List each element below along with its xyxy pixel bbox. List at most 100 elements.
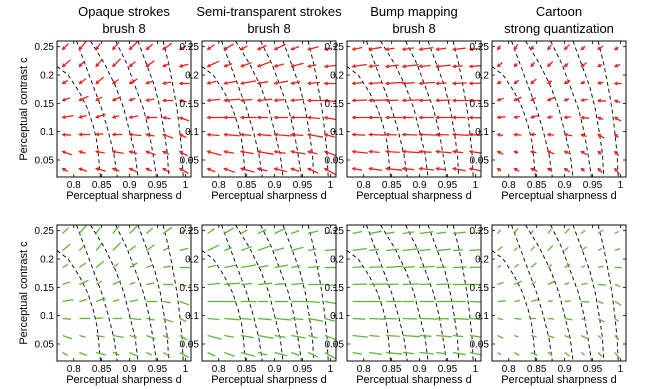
vector-arrowhead (240, 167, 245, 172)
vector-arrowhead (323, 64, 329, 69)
x-tick-label: 0.9 (413, 180, 427, 191)
contour-line (221, 225, 263, 361)
vector-arrow (385, 231, 395, 235)
vector-arrow (324, 231, 333, 235)
vector-arrow (324, 248, 336, 252)
contour-line (492, 250, 536, 361)
vector-arrow (369, 248, 379, 252)
vector-arrowhead (468, 64, 473, 69)
vector-arrowhead (451, 81, 457, 86)
vector-arrow (95, 280, 103, 286)
vector-arrow (112, 334, 124, 339)
vector-arrowhead (161, 98, 167, 103)
contour-line (427, 41, 460, 177)
vector-arrow (257, 167, 268, 172)
vector-arrow (530, 351, 538, 357)
x-tick-label: 0.85 (92, 364, 112, 375)
vector-arrow (207, 282, 221, 286)
y-tick-label: 0.2 (185, 255, 199, 266)
y-tick-label: 0.15 (325, 99, 345, 110)
vector-arrowhead (306, 115, 312, 120)
vector-arrow (162, 351, 171, 358)
vector-arrow (497, 229, 502, 234)
plot-frame (346, 40, 482, 178)
vector-arrowhead (418, 98, 423, 103)
vector-arrow (530, 114, 539, 119)
vector-arrowhead (290, 63, 295, 68)
vector-arrowhead (546, 63, 552, 68)
vector-arrowhead (597, 167, 602, 172)
vector-arrowhead (496, 80, 501, 85)
vector-arrowhead (256, 46, 262, 51)
vector-arrowhead (384, 81, 390, 86)
vector-arrow (581, 300, 590, 303)
vector-arrow (564, 317, 573, 321)
vector-arrow (179, 317, 187, 323)
vector-arrow (564, 44, 570, 50)
plot-frame (56, 40, 192, 178)
vector-arrow (324, 334, 336, 341)
vector-arrowhead (530, 167, 535, 172)
vector-arrow (224, 351, 236, 357)
vector-arrow (62, 150, 73, 156)
vector-arrow (257, 351, 268, 356)
vector-arrow (162, 42, 173, 51)
vector-arrow (386, 167, 403, 171)
vector-arrowhead (307, 150, 312, 155)
vector-arrowhead (435, 132, 440, 137)
vector-arrow (207, 317, 220, 321)
vector-arrow (614, 352, 620, 359)
column-title: brush 8 (247, 21, 290, 36)
vector-arrow (352, 283, 368, 286)
vector-arrowhead (145, 46, 150, 51)
y-tick-label: 0.2 (185, 71, 199, 82)
vector-arrowhead (513, 97, 518, 102)
vector-arrow (257, 228, 267, 235)
vector-arrowhead (563, 80, 568, 85)
x-tick-label: 0.9 (268, 180, 282, 191)
vector-arrowhead (351, 115, 356, 120)
vector-arrowhead (401, 47, 406, 52)
vector-arrowhead (78, 63, 83, 68)
vector-arrow (419, 334, 432, 337)
vector-arrow (145, 244, 155, 252)
vector-arrow (224, 334, 234, 338)
vector-arrow (402, 283, 420, 286)
vector-arrowhead (178, 81, 183, 86)
vector-arrowhead (273, 63, 278, 68)
y-tick-label: 0.15 (470, 99, 490, 110)
vector-arrowhead (563, 46, 568, 51)
vector-arrow (469, 82, 481, 85)
vector-arrow (112, 262, 119, 269)
y-tick-label: 0.25 (470, 42, 490, 53)
vector-arrow (78, 41, 87, 50)
vector-arrow (497, 246, 503, 251)
vector-arrow (307, 317, 324, 322)
vector-arrow (530, 262, 537, 268)
vector-arrowhead (513, 167, 518, 172)
vector-arrow (419, 133, 438, 136)
vector-arrow (453, 334, 464, 338)
vector-arrow (614, 318, 619, 323)
x-tick-label: 0.9 (558, 364, 572, 375)
vector-arrow (129, 150, 138, 155)
vector-arrow (547, 61, 554, 67)
vector-arrow (129, 61, 136, 68)
vector-arrowhead (162, 46, 167, 51)
vector-arrow (79, 298, 87, 303)
vector-arrowhead (206, 115, 211, 120)
vector-arrow (614, 116, 622, 122)
vector-arrow (580, 246, 587, 252)
vector-arrow (224, 264, 237, 269)
column-title: brush 8 (102, 21, 145, 36)
vector-arrowhead (468, 132, 473, 137)
x-tick-label: 0.8 (502, 180, 516, 191)
panel: 0.8 0.85 0.9 0.95 1 0.05 0.1 0.15 0.2 0.25 Percept… (180, 40, 337, 202)
plot-frame (201, 224, 337, 362)
vector-arrowhead (530, 80, 535, 85)
vector-arrowhead (530, 97, 535, 102)
vector-arrow (402, 64, 419, 68)
vector-arrow (469, 317, 481, 320)
vector-arrow (352, 334, 368, 338)
vector-arrowhead (78, 46, 83, 51)
